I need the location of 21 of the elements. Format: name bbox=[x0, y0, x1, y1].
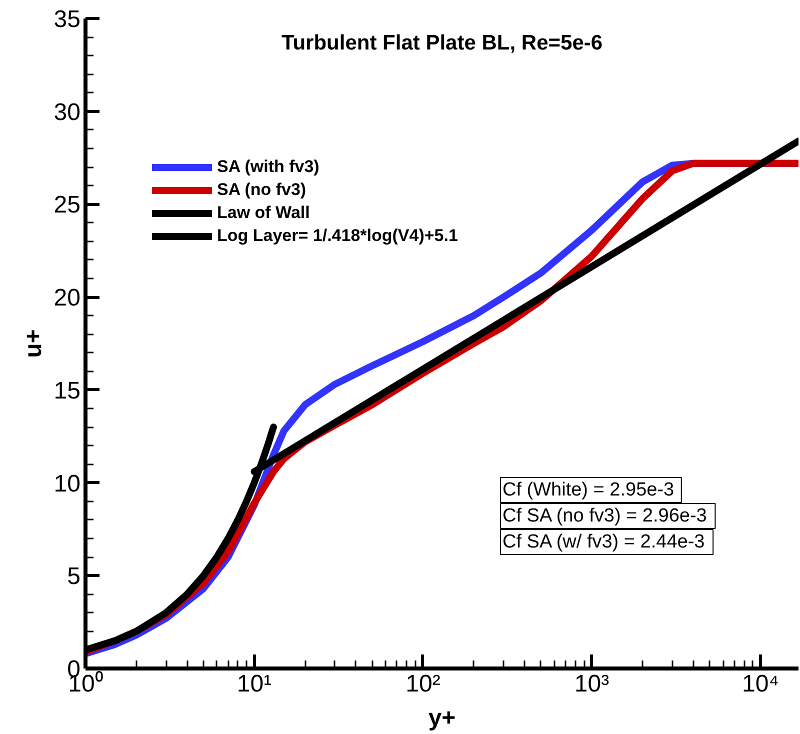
legend-label: Law of Wall bbox=[217, 203, 310, 223]
legend-label: SA (no fv3) bbox=[217, 180, 306, 200]
x-tick-label: 10⁴ bbox=[742, 670, 779, 698]
legend-label: Log Layer= 1/.418*log(V4)+5.1 bbox=[217, 226, 458, 246]
annotation: Cf SA (no fv3) = 2.96e-3 bbox=[502, 506, 707, 526]
x-tick-label: 10³ bbox=[574, 670, 610, 698]
y-tick-label: 15 bbox=[54, 377, 81, 404]
text: Turbulent Flat Plate BL, Re=5e-6 bbox=[281, 32, 603, 54]
legend-label: SA (with fv3) bbox=[217, 157, 320, 177]
y-tick-label: 5 bbox=[67, 563, 81, 590]
annotation: Cf (White) = 2.95e-3 bbox=[502, 480, 674, 500]
x-axis-title: y+ bbox=[428, 704, 456, 732]
annotation: Cf SA (w/ fv3) = 2.44e-3 bbox=[502, 532, 705, 552]
x-tick-label: 10¹ bbox=[236, 670, 272, 698]
y-axis-title: u+ bbox=[20, 329, 47, 358]
y-tick-label: 20 bbox=[54, 284, 81, 312]
x-tick-label: 10² bbox=[406, 670, 440, 698]
y-tick-label: 25 bbox=[54, 192, 81, 219]
y-tick-label: 30 bbox=[54, 98, 81, 126]
y-tick-label: 10 bbox=[54, 470, 81, 498]
y-tick-label: 35 bbox=[54, 6, 81, 33]
